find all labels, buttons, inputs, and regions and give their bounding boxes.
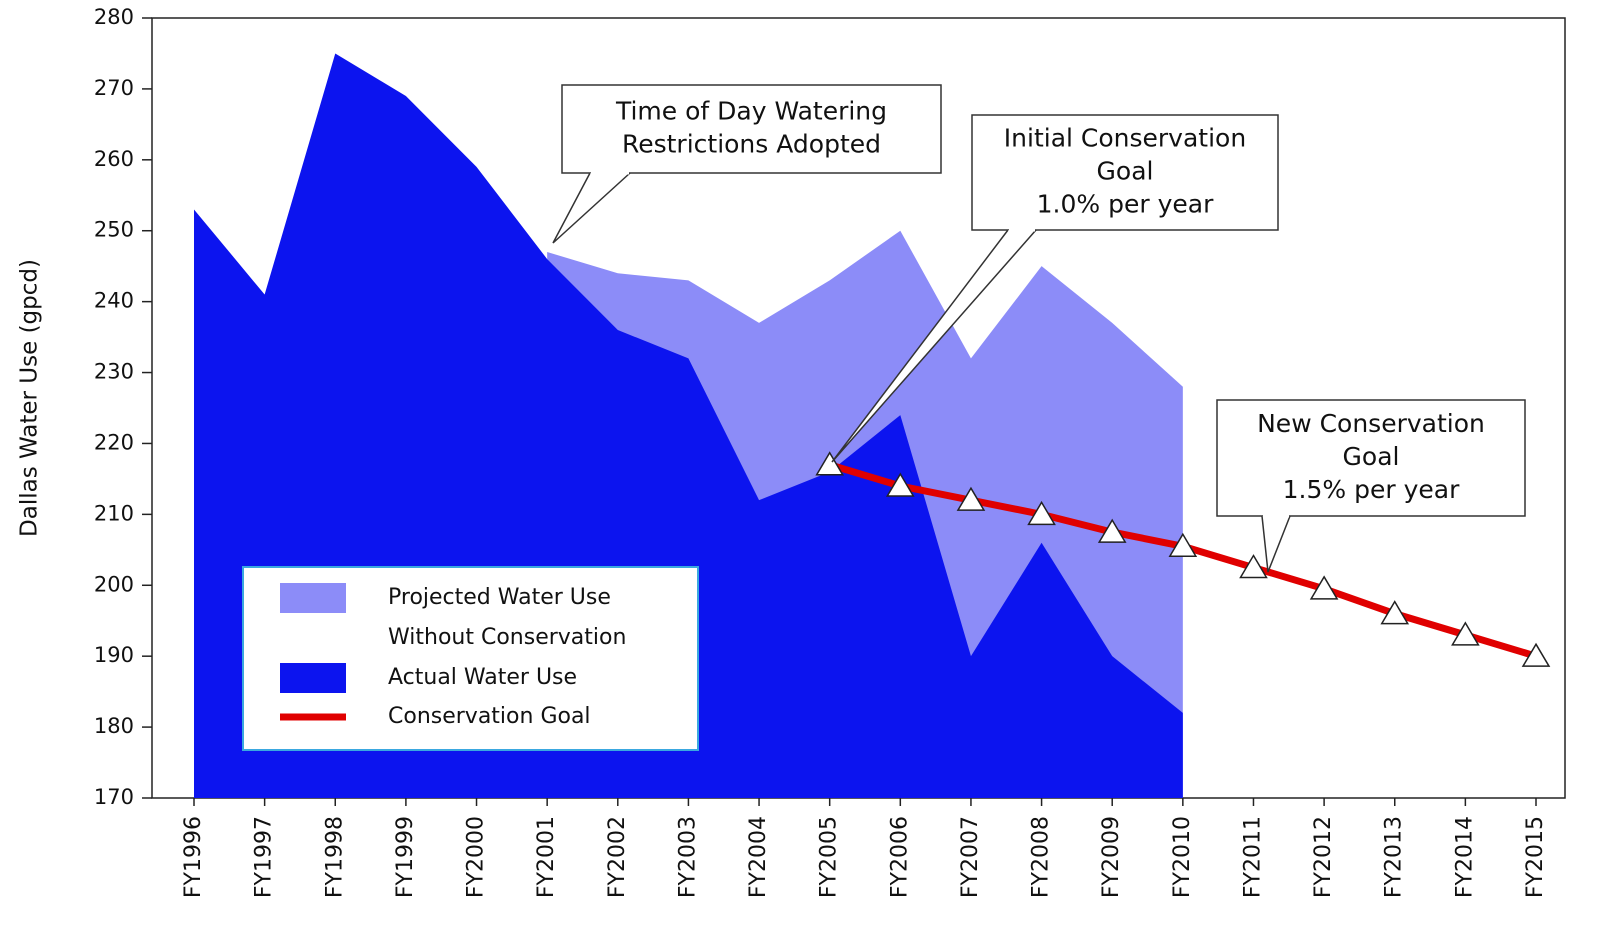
marker: [1521, 642, 1551, 667]
x-tick-label: FY2005: [817, 816, 842, 898]
callout-text: Goal: [1097, 157, 1154, 186]
x-tick-label: FY1998: [322, 816, 347, 898]
legend-swatch: [280, 583, 346, 613]
y-tick-label: 210: [94, 501, 134, 525]
marker: [1380, 600, 1410, 625]
callout-text: Goal: [1343, 442, 1400, 471]
y-tick-label: 250: [94, 218, 134, 242]
callout-text: 1.5% per year: [1283, 475, 1460, 504]
callout-text: Initial Conservation: [1004, 124, 1246, 153]
marker: [886, 472, 915, 497]
x-tick-label: FY1997: [252, 816, 277, 898]
y-tick-label: 170: [94, 785, 134, 809]
x-tick-label: FY2014: [1452, 816, 1477, 898]
marker: [1097, 518, 1127, 543]
y-tick-label: 200: [94, 572, 134, 596]
callout-text: Time of Day Watering: [615, 97, 887, 126]
x-tick-label: FY1999: [393, 816, 418, 898]
y-tick-label: 240: [94, 289, 134, 313]
y-tick-label: 280: [94, 5, 134, 29]
callout-pointer: [552, 172, 631, 244]
marker: [815, 451, 844, 476]
callout-box: [971, 114, 1279, 231]
callout-text: 1.0% per year: [1037, 190, 1214, 219]
x-tick-label: FY2000: [464, 816, 489, 898]
x-tick-label: FY2008: [1029, 816, 1054, 898]
y-tick-label: 220: [94, 430, 134, 454]
marker: [1309, 575, 1339, 600]
callout-box: [1216, 399, 1526, 517]
x-tick-label: FY2009: [1099, 816, 1124, 898]
x-tick-label: FY2001: [534, 816, 559, 898]
y-tick-label: 270: [94, 76, 134, 100]
legend-item: Conservation Goal: [388, 704, 591, 729]
marker: [1168, 532, 1198, 558]
legend-label: Actual Water Use: [388, 665, 578, 690]
callout-pointer: [1261, 515, 1291, 573]
callout-text: Restrictions Adopted: [622, 130, 881, 159]
callout-pointer: [831, 229, 1037, 463]
y-tick-label: 260: [94, 147, 134, 171]
x-tick-label: FY2011: [1240, 816, 1265, 898]
y-tick-label: 230: [94, 360, 134, 384]
x-tick-label: FY2004: [746, 816, 771, 898]
legend-item: Projected Water Use Without Conservation: [388, 585, 627, 650]
y-tick-label: 180: [94, 714, 134, 738]
x-tick-label: FY2006: [887, 816, 912, 898]
x-tick-label: FY1996: [181, 816, 206, 898]
y-tick-label: 190: [94, 643, 134, 667]
x-tick-label: FY2012: [1311, 816, 1336, 898]
x-tick-label: FY2007: [958, 816, 983, 898]
x-tick-label: FY2002: [605, 816, 630, 898]
legend-item: Actual Water Use: [388, 665, 578, 690]
marker: [1239, 554, 1268, 579]
legend-swatch: [280, 663, 346, 693]
x-tick-label: FY2010: [1170, 816, 1195, 898]
x-tick-label: FY2003: [675, 816, 700, 898]
legend-label: Projected Water Use Without Conservation: [388, 585, 627, 650]
callout-text: New Conservation: [1257, 409, 1485, 438]
callout-box: [561, 84, 942, 174]
marker: [956, 486, 986, 511]
x-tick-label: FY2013: [1382, 816, 1407, 898]
marker: [1027, 500, 1056, 526]
y-axis-label: Dallas Water Use (gpcd): [17, 259, 43, 537]
marker: [1451, 621, 1480, 646]
x-tick-label: FY2015: [1523, 816, 1548, 898]
legend-label: Conservation Goal: [388, 704, 591, 729]
